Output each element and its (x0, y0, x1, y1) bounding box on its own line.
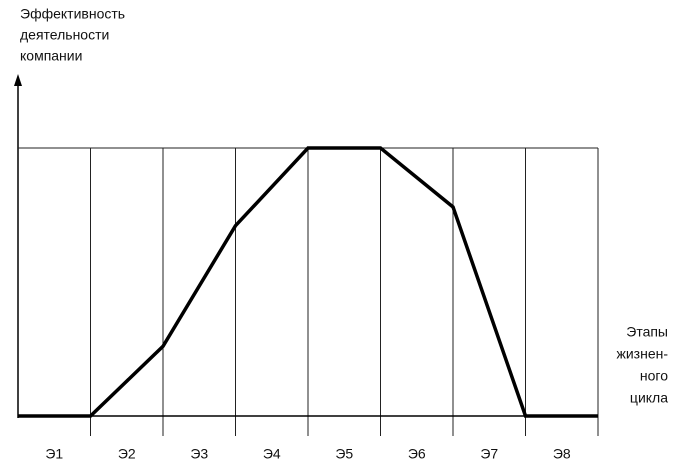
x-tick-label: Э6 (408, 446, 426, 462)
y-axis-label: деятельности (20, 27, 109, 43)
x-tick-label: Э1 (45, 446, 63, 462)
x-axis-label: Этапы (626, 324, 668, 340)
y-axis-arrow (14, 74, 22, 86)
y-axis-label: компании (20, 48, 82, 64)
x-tick-label: Э7 (480, 446, 498, 462)
x-tick-label: Э3 (190, 446, 208, 462)
x-tick-label: Э5 (335, 446, 353, 462)
x-tick-label: Э2 (118, 446, 136, 462)
x-tick-label: Э8 (553, 446, 571, 462)
data-line (18, 146, 598, 418)
x-axis-label: цикла (630, 390, 668, 406)
x-axis-label: ного (640, 368, 668, 384)
x-tick-label: Э4 (263, 446, 281, 462)
y-axis-label: Эффективность (20, 6, 125, 22)
x-axis-label: жизнен- (616, 346, 668, 362)
